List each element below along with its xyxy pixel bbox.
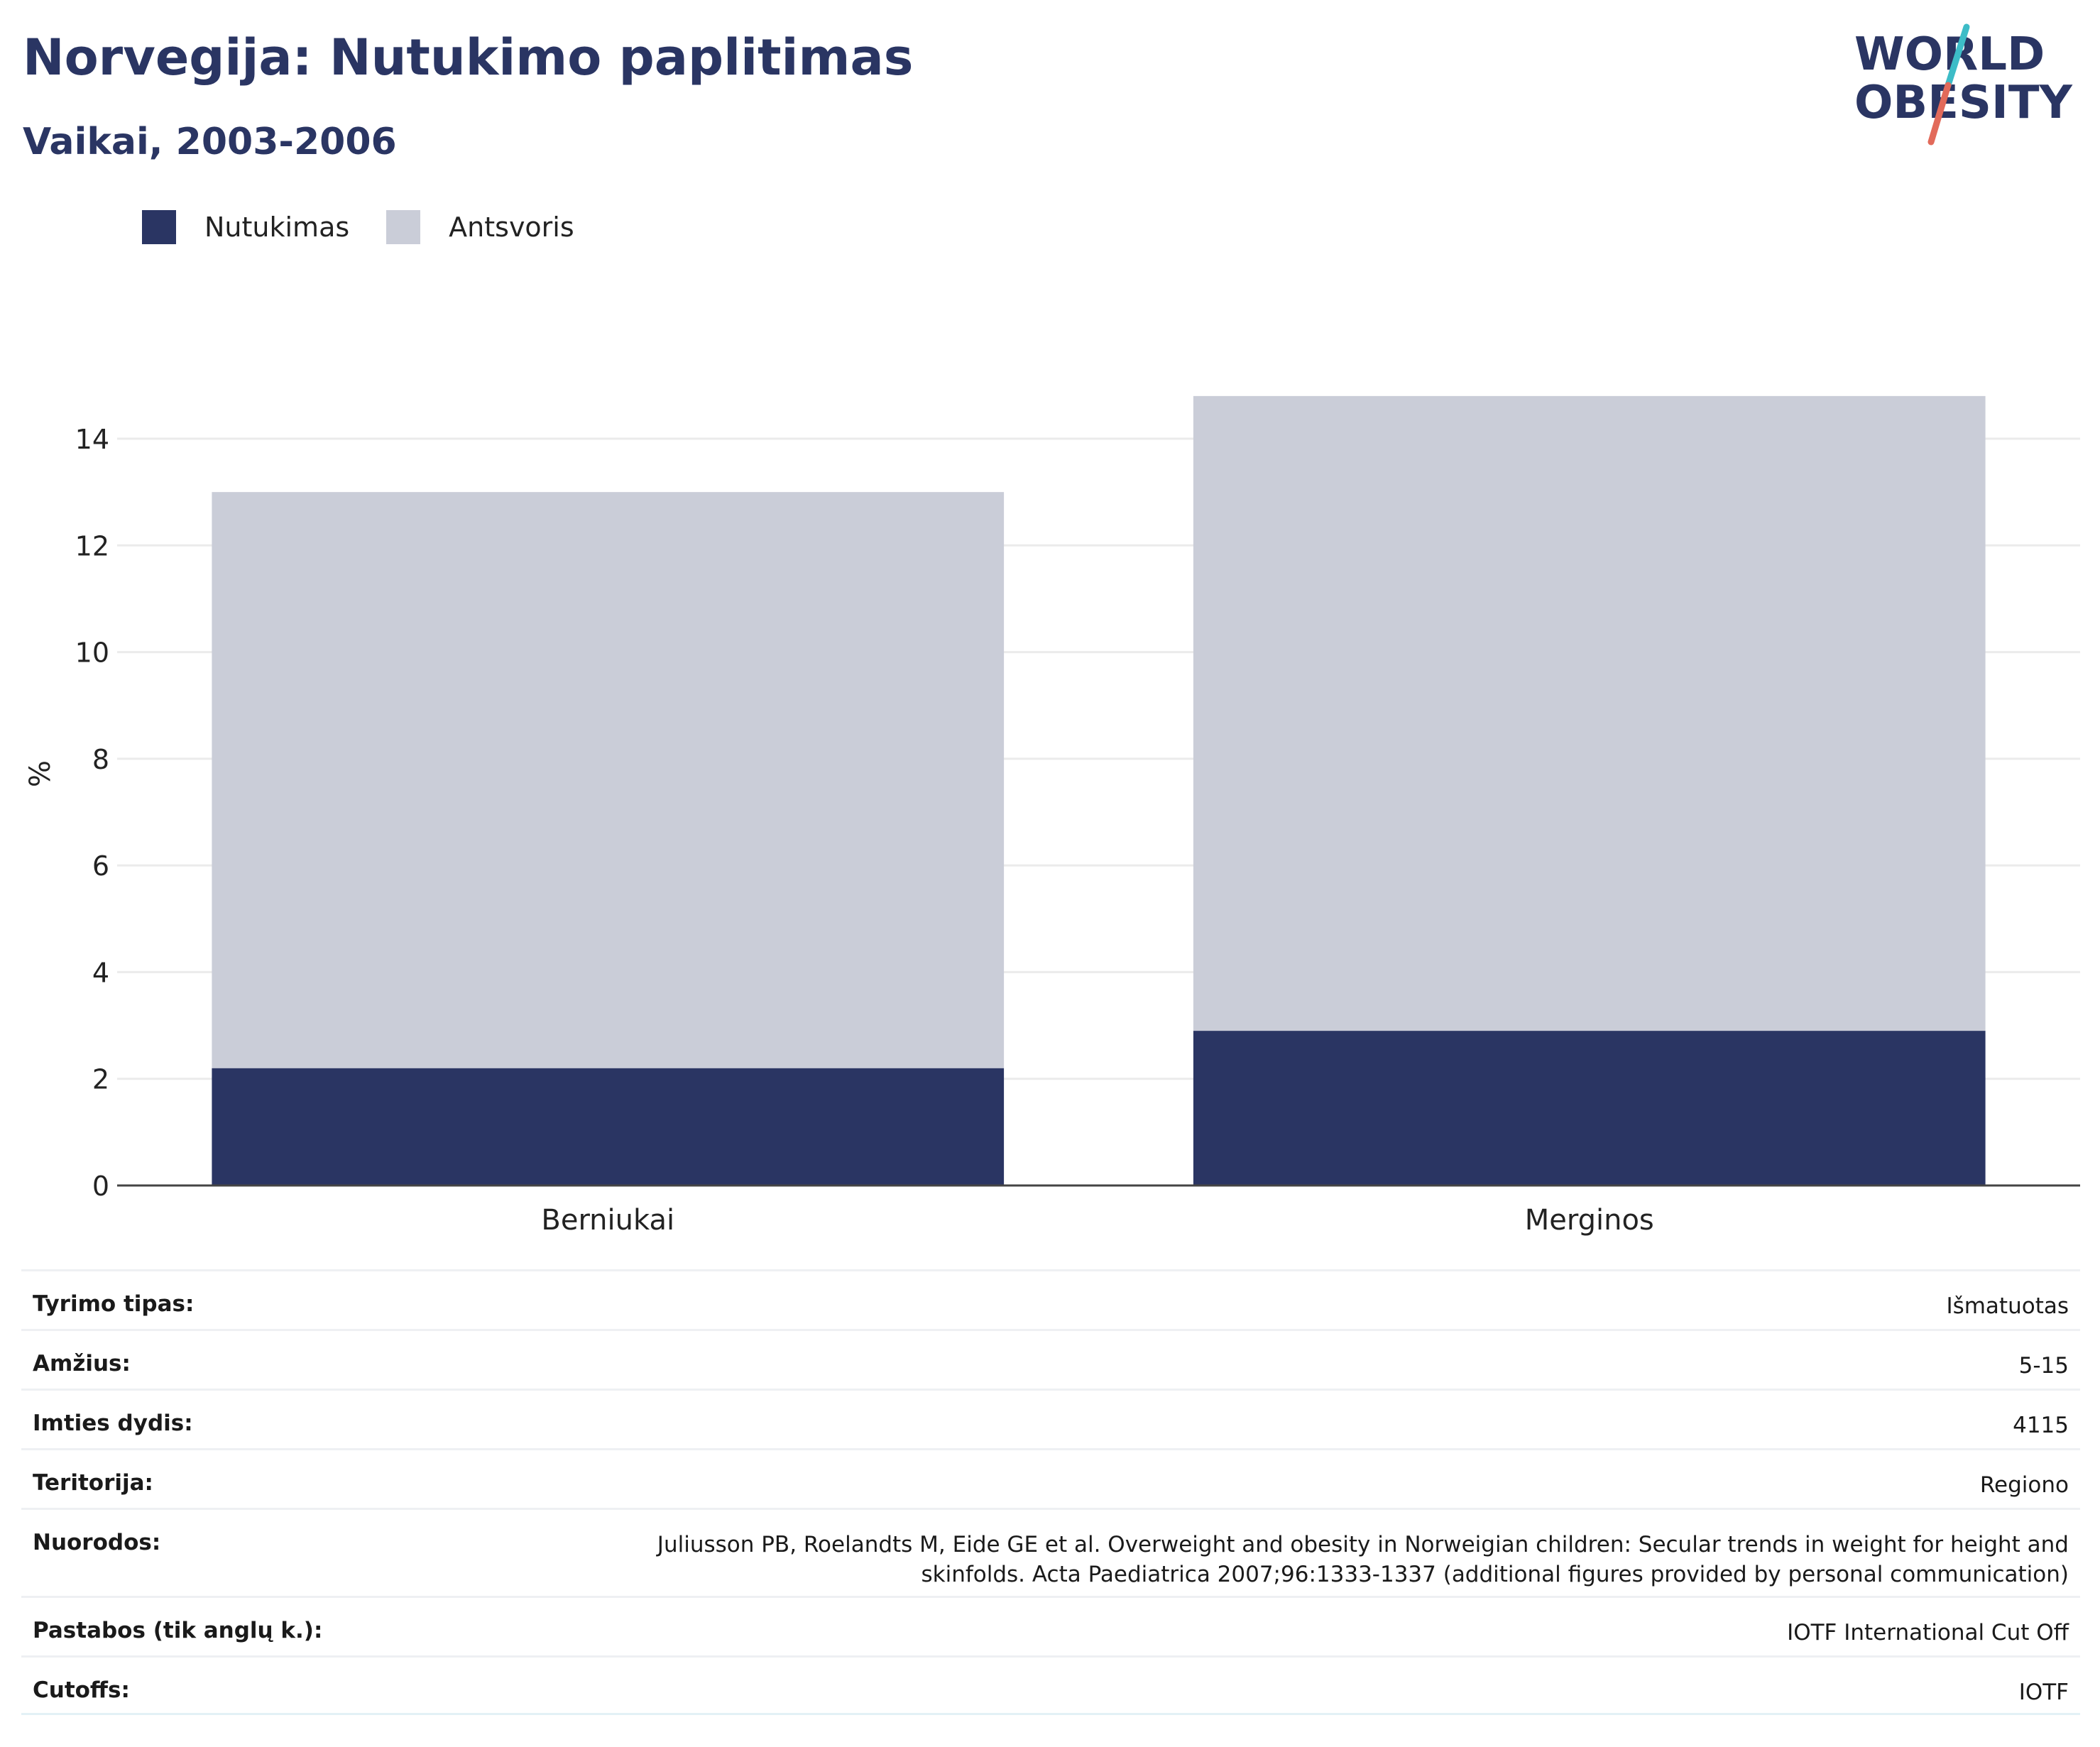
info-value: 5-15 (2018, 1353, 2069, 1379)
info-label: Imties dydis: (33, 1411, 193, 1436)
chart-subtitle: Vaikai, 2003-2006 (23, 121, 397, 163)
info-label: Amžius: (33, 1351, 131, 1376)
info-row-survey-type: Tyrimo tipas: Išmatuotas (21, 1269, 2080, 1329)
legend-swatch-overweight (386, 210, 421, 244)
logo-slash-bottom (1927, 82, 1952, 146)
info-row-sample-size: Imties dydis: 4115 (21, 1389, 2080, 1448)
y-tick-label: 4 (92, 957, 109, 988)
y-tick-label: 12 (75, 530, 109, 562)
chart-title: Norvegija: Nutukimo paplitimas (23, 28, 914, 87)
info-value: IOTF International Cut Off (1787, 1620, 2069, 1645)
y-tick-label: 0 (92, 1171, 109, 1202)
legend-label-obesity: Nutukimas (204, 212, 350, 243)
info-row-cutoffs: Cutoffs: IOTF (21, 1655, 2080, 1715)
y-tick-label: 8 (92, 744, 109, 775)
y-tick-label: 2 (92, 1064, 109, 1095)
info-label: Tyrimo tipas: (33, 1291, 195, 1317)
y-tick-label: 6 (92, 850, 109, 882)
info-row-references: Nuorodos: Juliusson PB, Roelandts M, Eid… (21, 1508, 2080, 1596)
info-label: Pastabos (tik anglų k.): (33, 1618, 323, 1643)
x-tick-label: Merginos (1525, 1204, 1654, 1237)
info-table: Tyrimo tipas: Išmatuotas Amžius: 5-15 Im… (21, 1269, 2080, 1715)
info-value: Regiono (1979, 1472, 2069, 1498)
info-label: Nuorodos: (33, 1530, 161, 1555)
info-row-age: Amžius: 5-15 (21, 1329, 2080, 1389)
legend-item-obesity[interactable]: Nutukimas (142, 210, 349, 244)
info-value: Išmatuotas (1946, 1293, 2069, 1319)
y-tick-label: 10 (75, 637, 109, 669)
chart-legend: Nutukimas Antsvoris (142, 210, 611, 244)
legend-item-overweight[interactable]: Antsvoris (386, 210, 574, 244)
info-row-notes: Pastabos (tik anglų k.): IOTF Internatio… (21, 1596, 2080, 1655)
info-label: Cutoffs: (33, 1677, 130, 1703)
legend-label-overweight: Antsvoris (449, 212, 574, 243)
info-row-area: Teritorija: Regiono (21, 1448, 2080, 1508)
logo-word-2: OBESITY (1854, 77, 2072, 129)
x-tick-label: Berniukai (541, 1204, 674, 1237)
info-value: 4115 (2013, 1413, 2069, 1438)
world-obesity-logo: WORLD OBESITY (1854, 23, 2072, 146)
legend-swatch-obesity (142, 210, 176, 244)
info-value-reference: Juliusson PB, Roelandts M, Eide GE et al… (657, 1532, 2069, 1587)
bar-obesity-merginos (1193, 1031, 1986, 1185)
bar-obesity-berniukai (212, 1068, 1005, 1185)
y-axis-label: % (24, 760, 57, 787)
info-label: Teritorija: (33, 1470, 153, 1496)
bar-overweight-berniukai (212, 492, 1005, 1068)
bar-chart: 0 2 4 6 8 10 12 14% Berniukai Merginos (24, 395, 2080, 1237)
y-tick-label: 14 (75, 424, 109, 455)
logo-slash-top (1945, 23, 1970, 89)
bar-overweight-merginos (1193, 395, 1986, 1031)
info-value: IOTF (2018, 1680, 2069, 1705)
